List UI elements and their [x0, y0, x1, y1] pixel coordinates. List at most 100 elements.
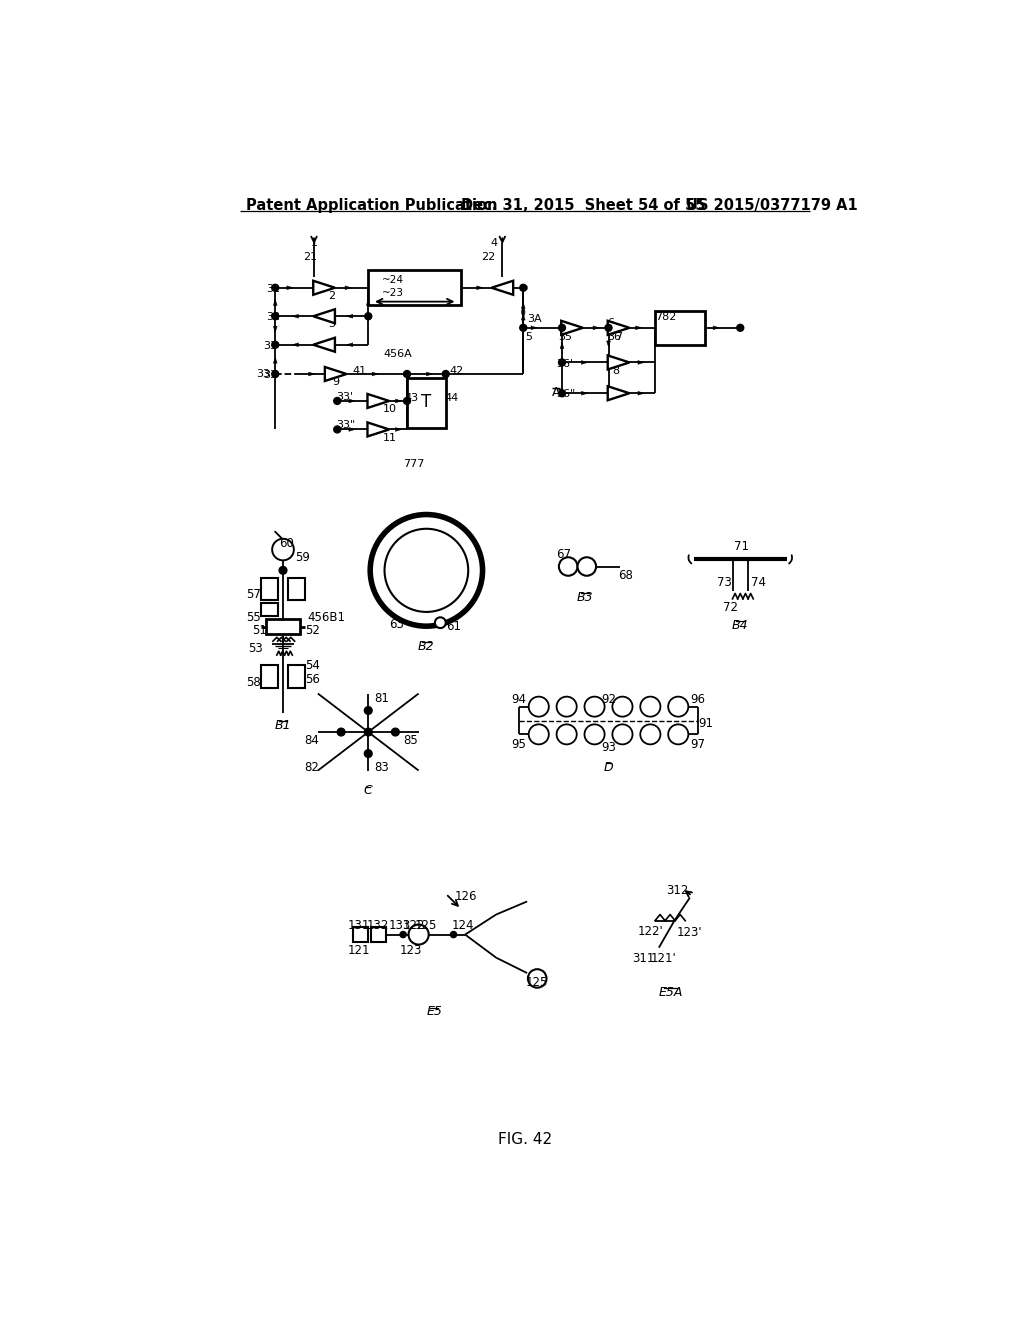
Polygon shape	[582, 391, 588, 395]
Circle shape	[578, 557, 596, 576]
Circle shape	[391, 729, 399, 737]
Circle shape	[520, 284, 526, 292]
Polygon shape	[521, 314, 525, 321]
Text: 126: 126	[455, 890, 477, 903]
Bar	[423, 557, 438, 585]
Text: E5A: E5A	[658, 986, 683, 999]
Text: 81: 81	[375, 692, 389, 705]
Text: 92: 92	[601, 693, 615, 706]
Polygon shape	[607, 355, 630, 370]
Text: B4: B4	[732, 619, 749, 632]
Circle shape	[605, 325, 612, 331]
Bar	[371, 927, 386, 942]
Bar	[369, 271, 461, 305]
Polygon shape	[521, 302, 525, 309]
Text: 61: 61	[445, 620, 461, 634]
Polygon shape	[521, 305, 525, 312]
Text: 67: 67	[556, 548, 570, 561]
Text: 74: 74	[751, 576, 766, 589]
Text: 3A: 3A	[527, 314, 542, 323]
Text: 10: 10	[383, 404, 397, 414]
Text: 123: 123	[399, 944, 422, 957]
Polygon shape	[607, 387, 630, 400]
Bar	[261, 578, 279, 599]
Polygon shape	[713, 326, 719, 330]
Polygon shape	[346, 314, 352, 318]
Text: 6: 6	[607, 318, 614, 327]
Text: 94: 94	[512, 693, 526, 706]
Circle shape	[365, 729, 372, 737]
Text: 73: 73	[717, 576, 732, 589]
Polygon shape	[593, 326, 599, 330]
Text: 43: 43	[404, 393, 419, 403]
Text: 52: 52	[305, 624, 319, 638]
Polygon shape	[345, 286, 351, 289]
Text: A: A	[552, 385, 560, 399]
Text: 91: 91	[698, 717, 714, 730]
Polygon shape	[368, 393, 389, 408]
Polygon shape	[477, 286, 483, 289]
Text: 33: 33	[263, 370, 278, 380]
Bar	[407, 378, 445, 428]
Text: 4: 4	[490, 239, 498, 248]
Circle shape	[640, 725, 660, 744]
Text: 85: 85	[403, 734, 418, 747]
Text: 124: 124	[452, 919, 474, 932]
Text: 96: 96	[690, 693, 705, 706]
Text: E5: E5	[426, 1006, 442, 1019]
Text: 456B1: 456B1	[308, 611, 346, 624]
Polygon shape	[273, 326, 278, 333]
Text: 121': 121'	[651, 952, 677, 965]
Text: B3: B3	[577, 591, 594, 605]
Text: 33: 33	[257, 370, 270, 379]
Text: 36": 36"	[557, 389, 575, 400]
Text: ~23: ~23	[382, 288, 404, 298]
Text: 95: 95	[512, 738, 526, 751]
Polygon shape	[560, 342, 564, 348]
Polygon shape	[367, 300, 371, 305]
Circle shape	[272, 539, 294, 561]
Text: B1: B1	[274, 719, 291, 733]
Bar	[288, 665, 305, 688]
Text: 55: 55	[246, 611, 260, 624]
Circle shape	[365, 313, 372, 319]
Text: 21: 21	[303, 252, 317, 261]
Polygon shape	[346, 343, 352, 347]
Text: 42: 42	[450, 367, 464, 376]
Text: 62: 62	[415, 598, 430, 610]
Circle shape	[558, 359, 565, 366]
Bar	[266, 619, 300, 635]
Circle shape	[337, 729, 345, 737]
Text: 97: 97	[690, 738, 705, 751]
Text: 72: 72	[723, 601, 738, 614]
Circle shape	[528, 969, 547, 987]
Polygon shape	[638, 360, 644, 364]
Polygon shape	[273, 300, 278, 305]
Text: 131: 131	[347, 919, 370, 932]
Circle shape	[365, 750, 372, 758]
Ellipse shape	[385, 529, 468, 612]
Circle shape	[736, 325, 743, 331]
Polygon shape	[606, 341, 610, 347]
Text: 84: 84	[305, 734, 319, 747]
Text: 32: 32	[266, 313, 281, 322]
Polygon shape	[313, 281, 335, 294]
Circle shape	[442, 371, 450, 378]
Text: 9: 9	[332, 378, 339, 387]
Polygon shape	[372, 372, 378, 376]
Polygon shape	[287, 286, 293, 289]
Text: 44: 44	[444, 393, 459, 403]
Text: D: D	[604, 760, 613, 774]
Text: 65: 65	[415, 536, 430, 549]
Circle shape	[271, 342, 279, 348]
Text: 33": 33"	[336, 420, 355, 430]
Polygon shape	[638, 391, 644, 395]
Circle shape	[558, 389, 565, 397]
Text: 11: 11	[383, 433, 397, 442]
Text: 68: 68	[617, 569, 633, 582]
Circle shape	[403, 397, 411, 404]
Circle shape	[435, 618, 445, 628]
Text: 3: 3	[328, 319, 335, 329]
Text: 53: 53	[248, 642, 263, 655]
Bar	[352, 927, 369, 942]
